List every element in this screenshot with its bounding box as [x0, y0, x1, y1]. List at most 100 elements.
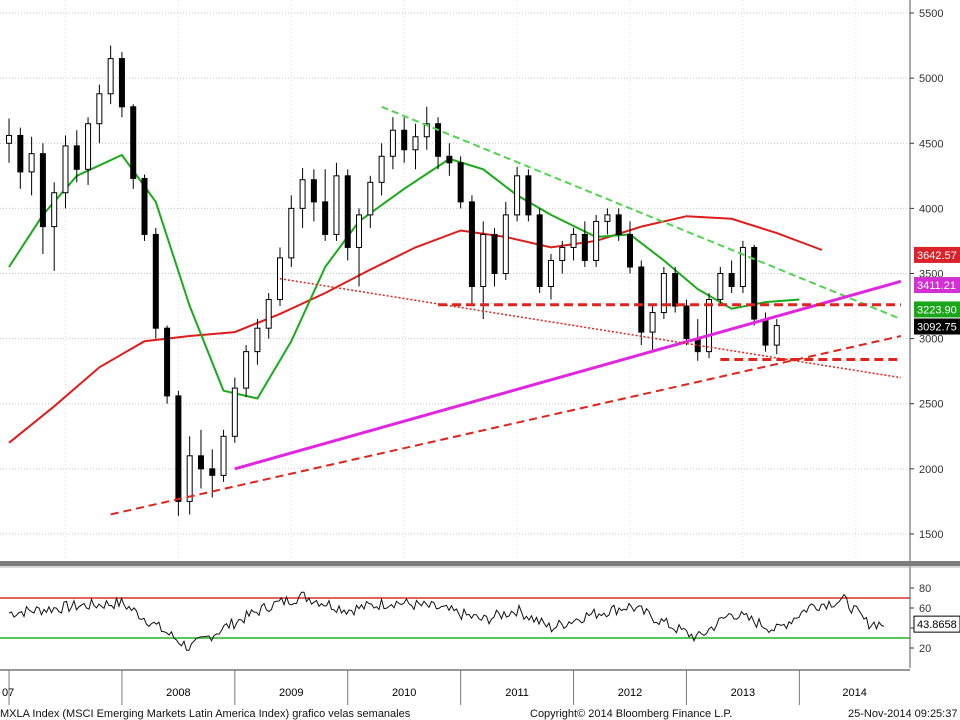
rsi-line: [8, 591, 885, 651]
candle-up: [547, 259, 554, 288]
price-tag-label: 3642.57: [917, 250, 957, 262]
xtick-label: 2012: [618, 687, 642, 699]
candle-down: [751, 246, 758, 320]
candle-down: [435, 123, 442, 157]
candle-down: [627, 233, 633, 268]
candle-up: [773, 325, 780, 346]
rsi-value-label: 43.8658: [917, 619, 957, 631]
candle-up: [288, 207, 295, 259]
candle-up: [220, 435, 227, 476]
candle-down: [762, 318, 769, 346]
candle-down: [581, 233, 588, 261]
candle-down: [73, 145, 80, 170]
xtick-label: 2010: [392, 687, 416, 699]
candle-up: [62, 145, 69, 194]
rsi-tick-label: 80: [919, 583, 931, 595]
candle-up: [739, 246, 746, 288]
candle-up: [514, 175, 521, 216]
candle-down: [164, 327, 171, 397]
candle-down: [344, 175, 351, 248]
ytick-label: 4000: [919, 203, 943, 215]
overlay-lines: [110, 105, 902, 516]
candle-up: [367, 181, 374, 216]
ytick-label: 5500: [919, 8, 943, 20]
candle-up: [6, 134, 13, 144]
main-grid: [0, 0, 910, 560]
candle-up: [231, 387, 238, 437]
ytick-label: 3000: [919, 334, 943, 346]
candle-down: [152, 233, 159, 329]
footer: MXLA Index (MSCI Emerging Markets Latin …: [0, 708, 957, 720]
candle-down: [209, 468, 216, 476]
candle-up: [660, 272, 667, 314]
rsi-panel: 20406080: [0, 583, 931, 655]
rsi-tick-label: 60: [919, 603, 931, 615]
candle-down: [141, 177, 148, 235]
ytick-label: 5000: [919, 73, 943, 85]
ytick-label: 4500: [919, 138, 943, 150]
candle-up: [51, 192, 58, 228]
candle-down: [175, 395, 182, 502]
line-series: [8, 153, 823, 444]
candle-down: [457, 162, 464, 203]
candle-up: [265, 299, 272, 329]
rsi-tick-label: 20: [919, 643, 931, 655]
price-tag-label: 3223.90: [917, 304, 957, 316]
xtick-label: 2009: [279, 687, 303, 699]
candle-up: [28, 153, 35, 173]
magenta-trendline: [234, 279, 902, 471]
candle-down: [615, 214, 622, 235]
price-tag-label: 3411.21: [917, 280, 956, 292]
candle-up: [333, 175, 340, 235]
candle-up: [85, 123, 92, 170]
xtick-label: 07: [2, 687, 14, 699]
candle-up: [107, 58, 114, 95]
xtick-label: 2011: [505, 687, 529, 699]
dotted-support-line: [279, 277, 902, 379]
candle-up: [243, 351, 250, 389]
candle-down: [672, 272, 679, 307]
candle-up: [570, 233, 577, 248]
candle-down: [39, 153, 46, 228]
price-tags: 3642.57 3411.21 3223.90 3092.75 43.8658: [913, 246, 960, 633]
slow-moving-average: [8, 215, 823, 444]
price-tag: [914, 246, 960, 263]
candle-down: [446, 155, 453, 164]
red-dashed-uptrend: [110, 335, 902, 516]
candle-up: [604, 214, 611, 222]
candle-up: [356, 214, 363, 248]
candle-down: [17, 134, 24, 173]
price-tag: [914, 301, 960, 318]
rsi-value-tag: [913, 615, 960, 633]
ytick-label: 2000: [919, 464, 943, 476]
candle-down: [536, 214, 543, 288]
candle-down: [197, 455, 204, 470]
footer-right: 25-Nov-2014 09:25:37: [848, 708, 957, 720]
candle-up: [502, 214, 509, 274]
ytick-label: 2500: [919, 399, 943, 411]
candle-down: [468, 201, 475, 288]
candlestick-series: [6, 45, 780, 516]
candle-down: [728, 272, 735, 288]
candle-up: [706, 299, 713, 353]
xtick-label: 2008: [166, 687, 190, 699]
candle-down: [322, 201, 329, 235]
candle-down: [118, 58, 125, 108]
candle-down: [130, 106, 137, 179]
candle-up: [186, 455, 193, 502]
candle-up: [389, 129, 396, 157]
candle-down: [310, 179, 317, 203]
footer-center: Copyright© 2014 Bloomberg Finance L.P.: [530, 708, 732, 720]
xtick-label: 2013: [731, 687, 755, 699]
candle-up: [299, 179, 306, 209]
candle-down: [491, 233, 498, 274]
candle-down: [683, 305, 690, 340]
candle-up: [480, 233, 487, 288]
candle-down: [638, 266, 645, 333]
candle-up: [378, 155, 385, 183]
candle-up: [593, 220, 600, 261]
price-tag: [914, 277, 960, 294]
candle-up: [254, 327, 261, 353]
